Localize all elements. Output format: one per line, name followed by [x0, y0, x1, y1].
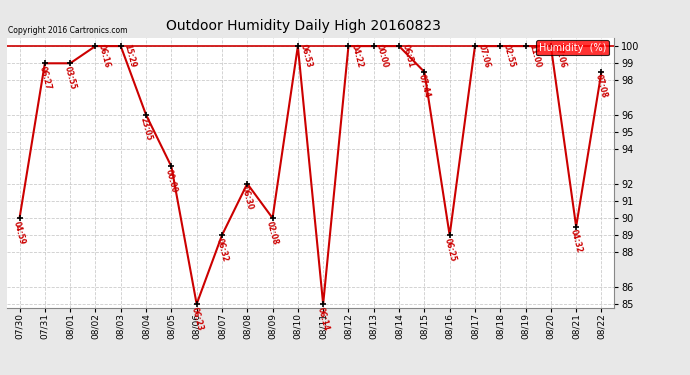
Text: 04:59: 04:59	[12, 220, 27, 245]
Text: 15:29: 15:29	[122, 43, 137, 68]
Text: 06:32: 06:32	[215, 237, 230, 262]
Text: 23:05: 23:05	[139, 117, 154, 142]
Text: 00:00: 00:00	[375, 43, 390, 69]
Text: Outdoor Humidity Daily High 20160823: Outdoor Humidity Daily High 20160823	[166, 19, 441, 33]
Text: 07:44: 07:44	[417, 74, 432, 99]
Text: 06:14: 06:14	[316, 306, 331, 332]
Text: 06:51: 06:51	[400, 43, 415, 68]
Text: 06:53: 06:53	[299, 43, 314, 68]
Text: 07:06: 07:06	[476, 43, 491, 69]
Text: 02:55: 02:55	[502, 43, 516, 68]
Text: 06:25: 06:25	[442, 237, 457, 262]
Text: 04:32: 04:32	[569, 228, 584, 254]
Text: 06:23: 06:23	[189, 306, 204, 332]
Text: 06:16: 06:16	[97, 43, 112, 69]
Text: 06:27: 06:27	[37, 65, 52, 91]
Legend: Humidity  (%): Humidity (%)	[536, 40, 609, 56]
Text: 06:30: 06:30	[240, 185, 255, 211]
Text: 04:22: 04:22	[350, 43, 364, 69]
Text: 02:08: 02:08	[265, 220, 280, 246]
Text: Copyright 2016 Cartronics.com: Copyright 2016 Cartronics.com	[8, 26, 128, 35]
Text: 00:00: 00:00	[164, 168, 179, 194]
Text: 03:55: 03:55	[63, 65, 77, 90]
Text: 07:08: 07:08	[594, 74, 609, 99]
Text: 11:00: 11:00	[527, 43, 542, 69]
Text: 17:06: 17:06	[552, 43, 567, 69]
